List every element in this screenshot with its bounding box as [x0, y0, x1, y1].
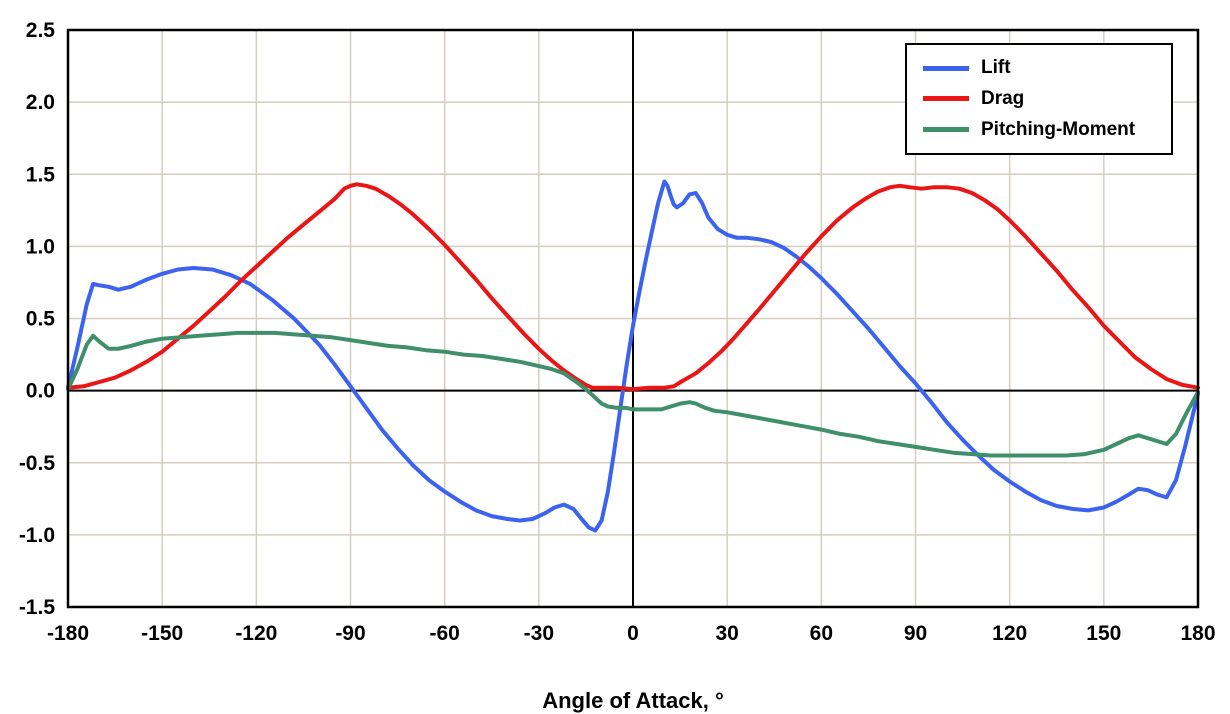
legend-item-drag: Drag — [923, 88, 1155, 110]
x-tick-label: 90 — [904, 622, 927, 645]
legend-item-pitching-moment: Pitching-Moment — [923, 119, 1155, 141]
y-tick-label: 0.5 — [26, 308, 56, 331]
x-tick-label: 30 — [715, 622, 738, 645]
x-tick-label: -60 — [429, 622, 459, 645]
lift-line — [66, 179, 1200, 533]
legend-label-drag: Drag — [981, 87, 1025, 109]
y-tick-label: 1.0 — [26, 235, 55, 258]
drag-line-swatch — [923, 96, 969, 102]
x-tick-label: -90 — [335, 622, 365, 645]
x-tick-label: -120 — [235, 622, 277, 645]
y-tick-label: 0.0 — [26, 380, 55, 403]
lift-line-swatch — [923, 65, 969, 71]
x-axis-title: Angle of Attack, ° — [542, 688, 724, 713]
y-tick-label: 2.0 — [26, 91, 55, 114]
x-tick-label: 180 — [1180, 622, 1215, 645]
x-tick-label: -30 — [524, 622, 554, 645]
x-tick-label: -180 — [47, 622, 89, 645]
legend-label-pitching-moment: Pitching-Moment — [981, 118, 1136, 140]
y-tick-label: -1.5 — [19, 596, 56, 619]
legend: Lift Drag Pitching-Moment — [905, 43, 1173, 155]
y-tick-label: -0.5 — [19, 452, 56, 475]
y-tick-label: -1.0 — [19, 524, 55, 547]
legend-label-lift: Lift — [981, 57, 1011, 79]
x-tick-label: 150 — [1086, 622, 1121, 645]
legend-item-lift: Lift — [923, 57, 1155, 79]
x-tick-label: 0 — [627, 622, 639, 645]
x-tick-label: -150 — [141, 622, 183, 645]
plot-border — [66, 28, 1200, 609]
y-tick-label: 1.5 — [26, 163, 56, 186]
pitching-moment-line — [66, 330, 1200, 458]
x-tick-label: 60 — [810, 622, 833, 645]
drag-line — [66, 182, 1200, 392]
x-tick-label: 120 — [992, 622, 1027, 645]
pitching-moment-line-swatch — [923, 127, 969, 133]
y-tick-label: 2.5 — [26, 19, 56, 42]
